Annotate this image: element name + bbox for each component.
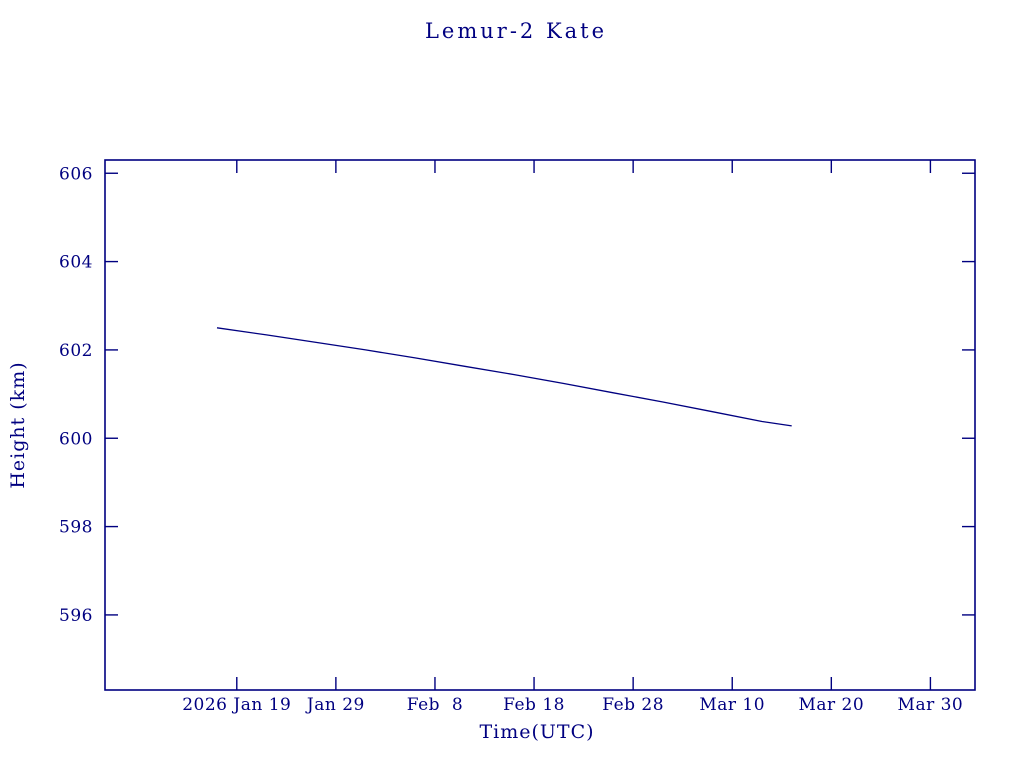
x-tick-label: Feb 8 — [407, 695, 463, 715]
x-axis-label: Time(UTC) — [479, 721, 594, 743]
y-tick-label: 602 — [59, 341, 93, 361]
x-tick-label: Mar 20 — [798, 695, 864, 715]
x-tick-label: Mar 10 — [699, 695, 765, 715]
y-tick-label: 604 — [59, 253, 93, 273]
y-tick-label: 606 — [59, 164, 93, 184]
y-tick-label: 596 — [59, 606, 93, 626]
x-tick-label: Jan 29 — [305, 695, 365, 715]
x-tick-label: 2026 Jan 19 — [182, 695, 291, 715]
y-tick-label: 598 — [59, 518, 93, 538]
x-tick-label: Mar 30 — [898, 695, 964, 715]
x-tick-label: Feb 18 — [503, 695, 565, 715]
y-axis-label: Height (km) — [7, 361, 29, 488]
y-tick-label: 600 — [59, 429, 93, 449]
axis-box — [104, 159, 976, 691]
data-line-orbital-height — [216, 327, 792, 427]
x-tick-label: Feb 28 — [602, 695, 664, 715]
plot-area: 2026 Jan 19 Jan 29 Feb 8 Feb 18 Feb 28 Mar 10… — [59, 159, 976, 715]
chart-title: Lemur-2 Kate — [425, 19, 607, 43]
